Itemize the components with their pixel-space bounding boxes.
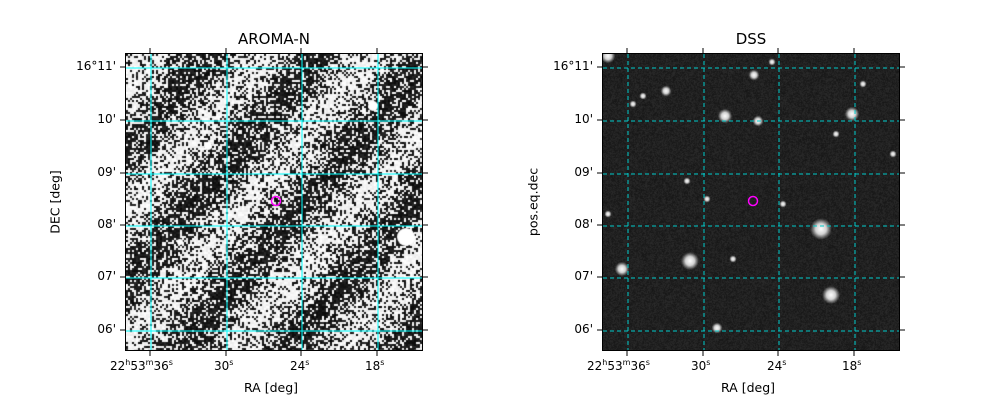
dss-ytick-1: 16°11' <box>553 59 593 73</box>
dss-xtick-4: 18s <box>842 358 862 373</box>
aroma-xtick-2: 30s <box>214 358 234 373</box>
aroma-xtick-4: 18s <box>365 358 385 373</box>
dss-ytick-6: 06' <box>574 322 593 336</box>
aroma-ytick-2: 10' <box>97 112 116 126</box>
aroma-ylabel: DEC [deg] <box>47 170 63 234</box>
aroma-tick-marks <box>120 48 428 356</box>
aroma-xtick-3: 24s <box>290 358 310 373</box>
aroma-xtick-1: 22h53m36s <box>110 358 173 373</box>
dss-xlabel: RA [deg] <box>721 380 776 395</box>
dss-image-frame <box>602 53 900 351</box>
dss-tick-marks <box>597 48 905 356</box>
aroma-ytick-3: 09' <box>97 165 116 179</box>
dss-xtick-1: 22h53m36s <box>587 358 650 373</box>
dss-ytick-3: 09' <box>574 165 593 179</box>
aroma-target-marker <box>270 195 282 207</box>
aroma-noise-image <box>126 54 422 350</box>
aroma-ytick-6: 06' <box>97 322 116 336</box>
aroma-ytick-1: 16°11' <box>76 59 116 73</box>
panel-title-aroma: AROMA-N <box>238 30 310 48</box>
dss-ylabel: pos.eq.dec <box>525 167 541 237</box>
dss-target-marker <box>747 195 759 207</box>
aroma-image-frame <box>125 53 423 351</box>
aroma-xlabel: RA [deg] <box>244 380 299 395</box>
dss-grid-overlay <box>603 54 899 350</box>
panel-title-dss: DSS <box>735 30 767 48</box>
dss-star-field-image <box>603 54 899 350</box>
aroma-grid-overlay <box>126 54 422 350</box>
dss-xtick-2: 30s <box>691 358 711 373</box>
dss-ytick-5: 07' <box>574 269 593 283</box>
dss-xtick-3: 24s <box>767 358 787 373</box>
aroma-ytick-5: 07' <box>97 269 116 283</box>
aroma-ytick-4: 08' <box>97 217 116 231</box>
dss-ytick-4: 08' <box>574 217 593 231</box>
dss-ytick-2: 10' <box>574 112 593 126</box>
